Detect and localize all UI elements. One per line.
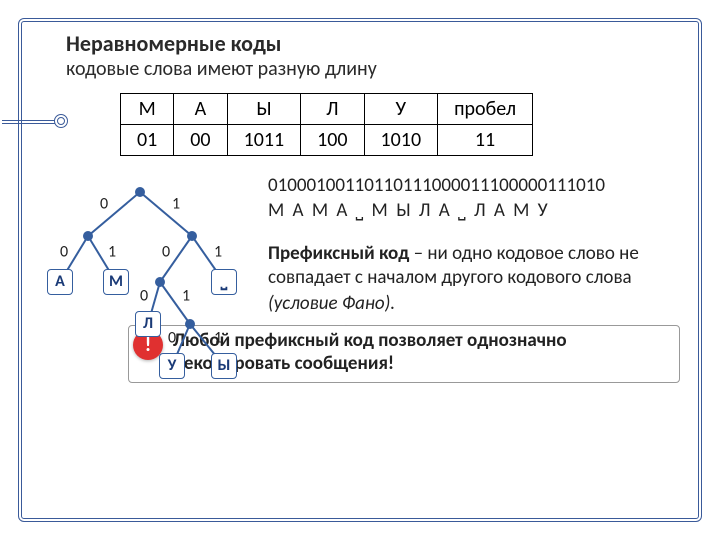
tree-edge-label: 0 xyxy=(140,287,148,306)
table-cell: 100 xyxy=(301,125,364,156)
tree-leaf: ⎵ xyxy=(211,269,237,295)
table-cell: Л xyxy=(301,94,364,125)
bit-string: 01000100110110111000011100000111010 xyxy=(268,174,680,197)
table-cell: 11 xyxy=(438,125,533,156)
table-cell: У xyxy=(364,94,438,125)
table-row-symbols: М А Ы Л У пробел xyxy=(121,94,533,125)
tree-edge-label: 0 xyxy=(168,329,176,348)
tree-edge-label: 1 xyxy=(214,243,222,262)
table-cell: 00 xyxy=(174,125,227,156)
tree-node xyxy=(135,187,145,197)
table-row-codes: 01 00 1011 100 1010 11 xyxy=(121,125,533,156)
code-table: М А Ы Л У пробел 01 00 1011 100 1010 11 xyxy=(120,93,533,156)
tree-leaf: М xyxy=(103,269,129,295)
tree-edge-label: 1 xyxy=(182,287,190,306)
prefix-definition: Префиксный код – ни одно кодовое слово н… xyxy=(268,242,680,290)
table-cell: М xyxy=(121,94,174,125)
decoded-line: М А М А ⎵ М Ы Л А ⎵ Л А М У xyxy=(268,199,680,222)
prefix-label: Префиксный код xyxy=(268,242,409,265)
fano-condition: (условие Фано). xyxy=(268,292,680,316)
fano-text: (условие Фано). xyxy=(268,292,395,315)
table-cell: 1011 xyxy=(227,125,301,156)
tree-edge-label: 1 xyxy=(108,243,116,262)
tree-node xyxy=(185,319,195,329)
frame-ornament-dot xyxy=(54,114,68,128)
table-cell: Ы xyxy=(227,94,301,125)
tree-leaf: Ы xyxy=(211,353,237,379)
tree-leaf: У xyxy=(159,353,185,379)
tree-leaf: Л xyxy=(135,311,161,337)
tree-node xyxy=(155,277,165,287)
table-cell: пробел xyxy=(438,94,533,125)
table-cell: А xyxy=(174,94,227,125)
tree-edge-label: 0 xyxy=(60,243,68,262)
tree-edge-label: 1 xyxy=(172,195,180,214)
tree-node xyxy=(83,231,93,241)
tree-edge-label: 1 xyxy=(214,329,222,348)
tree-node xyxy=(187,231,197,241)
tree-leaf: А xyxy=(47,269,73,295)
table-cell: 1010 xyxy=(364,125,438,156)
page-subtitle: кодовые слова имеют разную длину xyxy=(66,57,680,81)
code-tree: 0 1 0 1 0 1 0 1 0 1 А М ⎵ ЛУЫ xyxy=(40,174,260,394)
page-title: Неравномерные коды xyxy=(66,30,680,57)
tree-edge-label: 0 xyxy=(162,243,170,262)
table-cell: 01 xyxy=(121,125,174,156)
tree-edge-label: 0 xyxy=(100,195,108,214)
